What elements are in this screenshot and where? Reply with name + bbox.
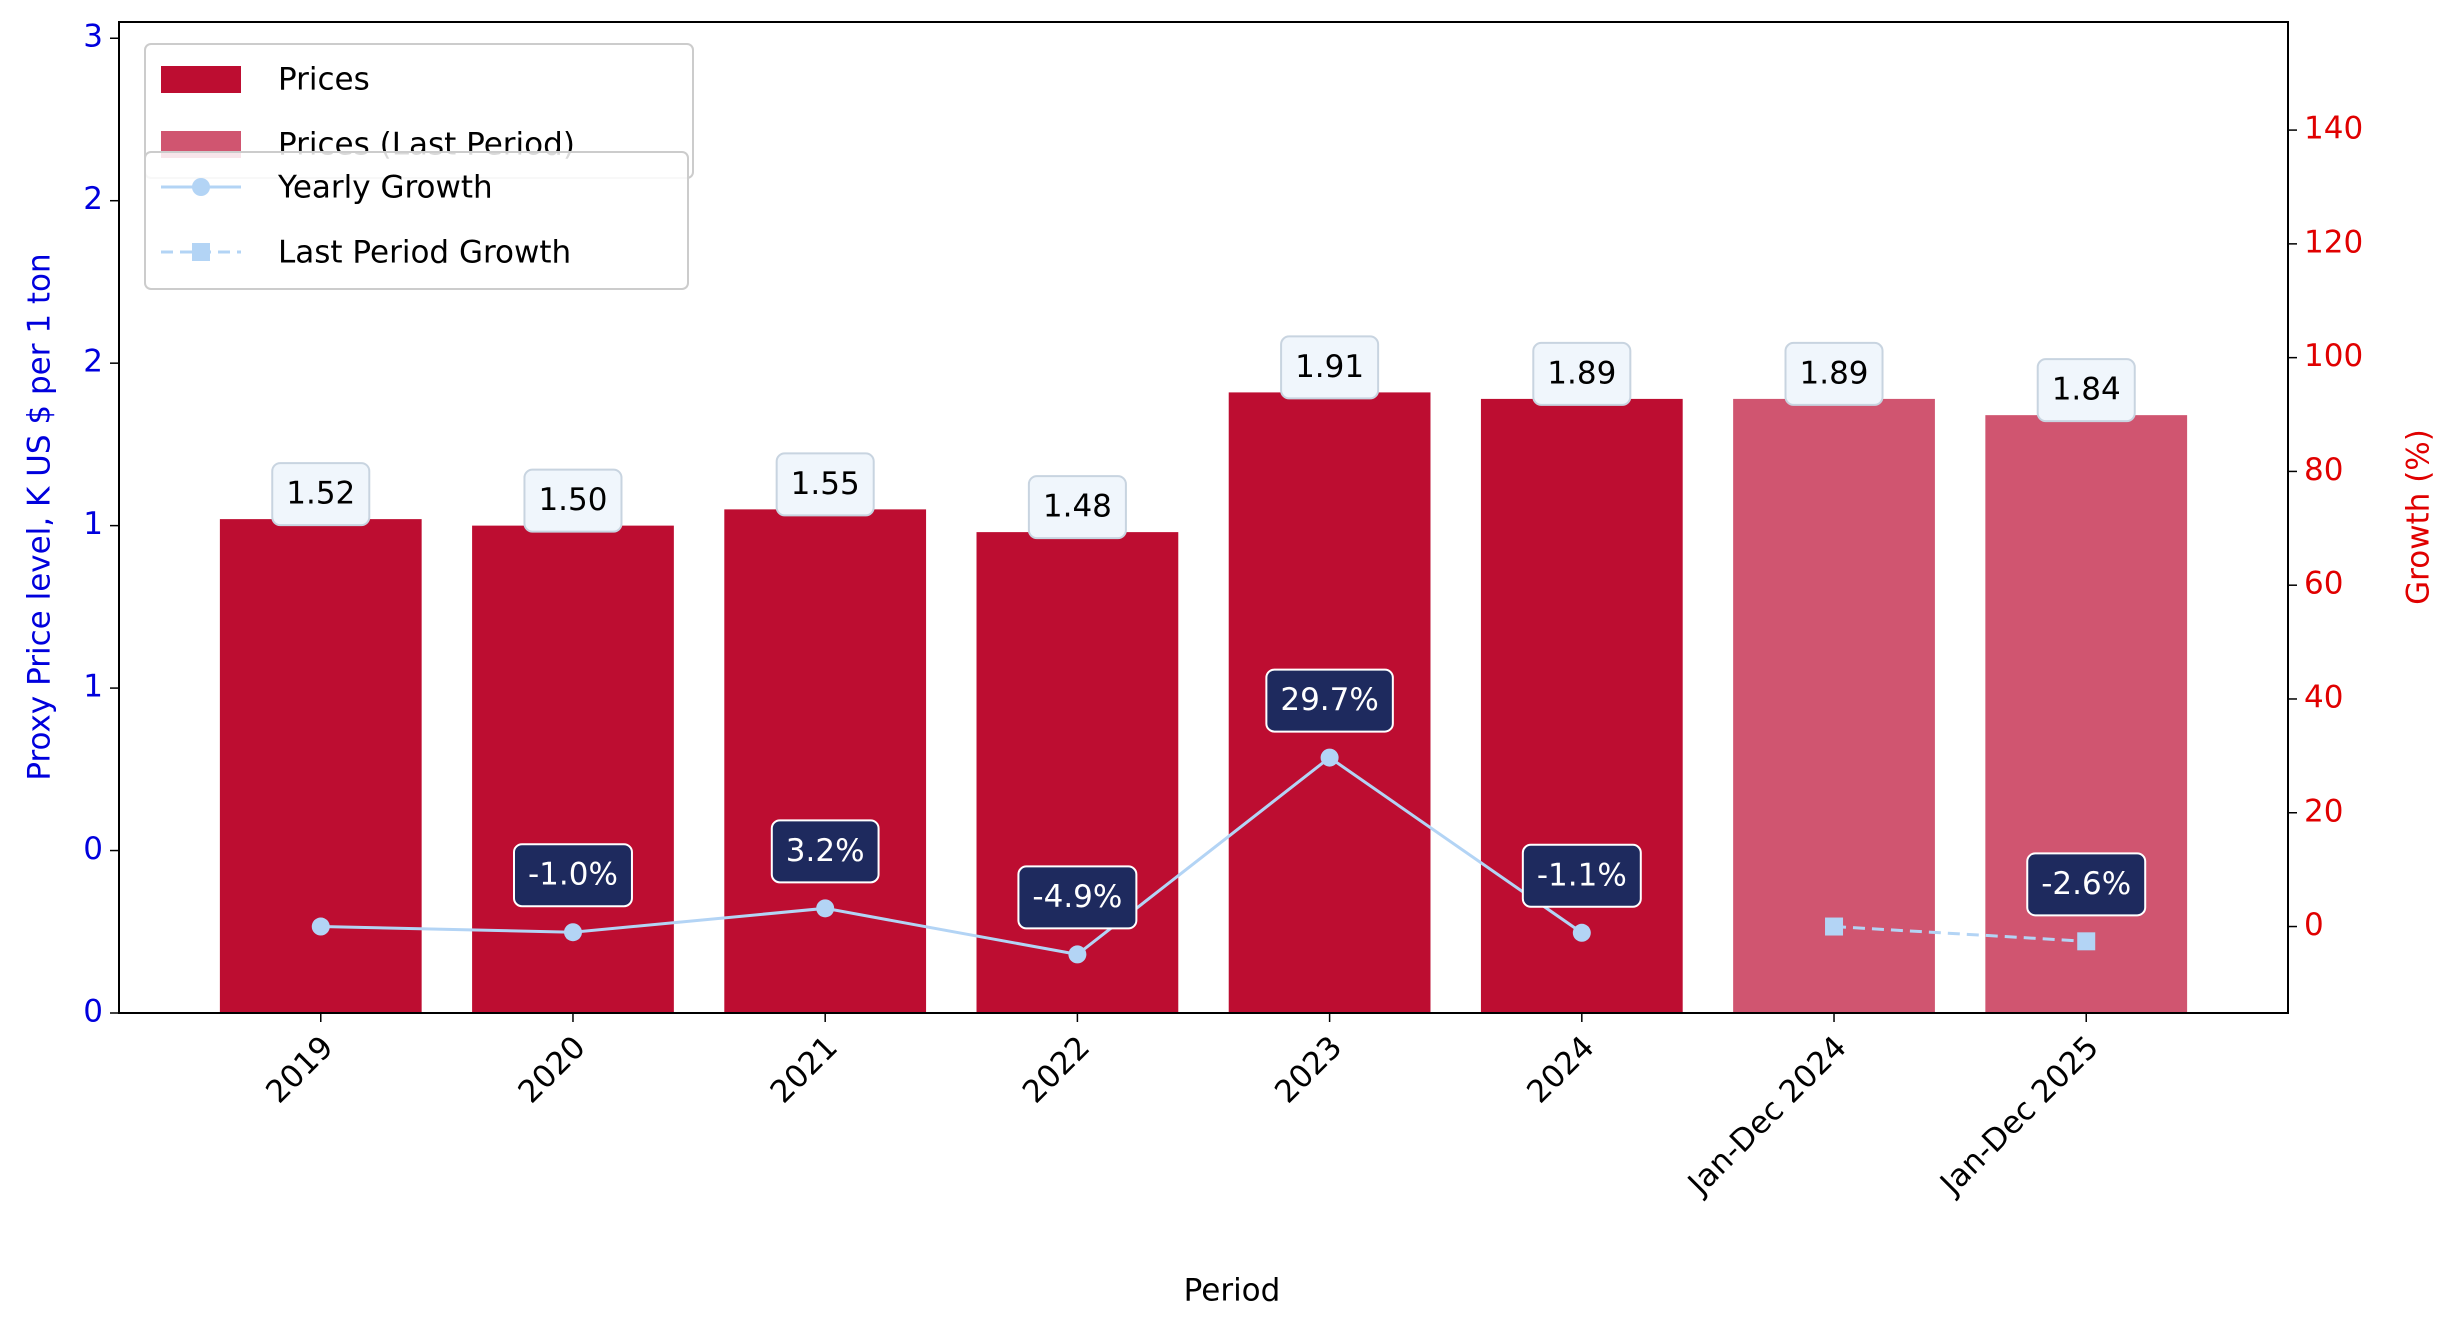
legend-marker [192,243,210,261]
value-label: 1.50 [538,482,607,518]
value-label: 1.91 [1295,349,1364,385]
growth-label: -1.1% [1537,857,1627,893]
legend-swatch [161,66,241,93]
bar [1733,398,1935,1013]
legend-label: Last Period Growth [278,235,571,271]
bar [219,519,422,1013]
y2-tick-label: 0 [2304,907,2324,943]
y2-tick-label: 60 [2304,566,2343,602]
marker [2077,932,2096,951]
y2-tick-label: 40 [2304,679,2343,715]
value-label-box [1784,341,1884,406]
bar [724,509,927,1013]
y-tick-label: 2 [83,181,103,217]
y2-tick-label: 100 [2304,338,2363,374]
value-label: 1.55 [791,466,860,502]
y2-tick-label: 140 [2304,111,2363,147]
value-label-box [1027,475,1127,540]
y-tick-label: 1 [83,506,103,542]
y-axis-label: Proxy Price level, K US $ per 1 ton [22,253,58,780]
growth-label: -1.0% [528,857,618,893]
y-tick-label: 0 [83,994,103,1030]
value-label-box [2036,358,2136,423]
bar [1985,415,2188,1013]
growth-label-box [1017,865,1138,930]
marker [1320,748,1339,767]
line [1833,925,2087,943]
line [320,755,1583,957]
y-tick-label: 2 [83,344,103,380]
value-label-box [1280,335,1380,400]
y-tick-label: 3 [83,19,103,55]
value-label-box [523,468,623,533]
marker [1825,917,1844,936]
y2-tick-label: 120 [2304,224,2363,260]
x-axis-label: Period [1184,1273,1281,1309]
marker [311,917,330,936]
bar [976,532,1179,1013]
growth-label: 29.7% [1280,682,1378,718]
value-label-box [271,462,371,527]
y2-tick-label: 80 [2304,452,2343,488]
legend-label: Yearly Growth [277,170,493,206]
value-label: 1.48 [1043,489,1112,525]
plot-frame [118,21,2289,1014]
y2-axis-label: Growth (%) [2401,429,2437,605]
bar [1480,398,1683,1013]
value-label-box [1532,341,1632,406]
value-label: 1.89 [1800,355,1869,391]
growth-label-box [1265,668,1394,733]
growth-label: -2.6% [2041,866,2131,902]
value-label: 1.89 [1547,355,1616,391]
growth-label-box [1521,843,1642,908]
marker [563,923,582,942]
value-label: 1.84 [2052,372,2121,408]
marker [816,899,835,918]
value-label-box [775,452,875,517]
growth-label: -4.9% [1032,879,1122,915]
value-label: 1.52 [286,476,355,512]
marker [1572,923,1591,942]
growth-label-box [2026,852,2147,917]
growth-label-box [770,819,880,884]
growth-label-box [513,843,633,908]
growth-label: 3.2% [786,833,865,869]
legend-marker [192,178,210,196]
y-tick-label: 0 [83,831,103,867]
y2-tick-label: 20 [2304,793,2343,829]
marker [1068,945,1087,964]
legend-box [144,151,689,290]
y-tick-label: 1 [83,669,103,705]
legend-label: Prices [278,62,370,98]
